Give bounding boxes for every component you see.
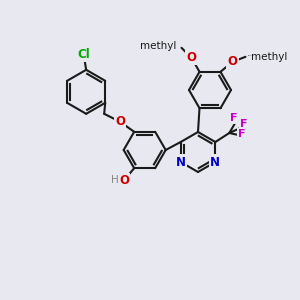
Text: O: O [187, 51, 196, 64]
Text: methyl: methyl [140, 41, 176, 51]
Text: methoxy: methoxy [248, 55, 254, 56]
Text: F: F [240, 119, 247, 129]
Text: F: F [230, 113, 237, 123]
Text: Cl: Cl [78, 48, 91, 61]
Text: methyl: methyl [250, 52, 287, 62]
Text: F: F [238, 129, 245, 139]
Text: O: O [119, 174, 129, 187]
Text: N: N [210, 155, 220, 169]
Text: H: H [111, 175, 119, 185]
Text: O: O [227, 55, 238, 68]
Text: N: N [176, 155, 186, 169]
Text: O: O [115, 115, 125, 128]
